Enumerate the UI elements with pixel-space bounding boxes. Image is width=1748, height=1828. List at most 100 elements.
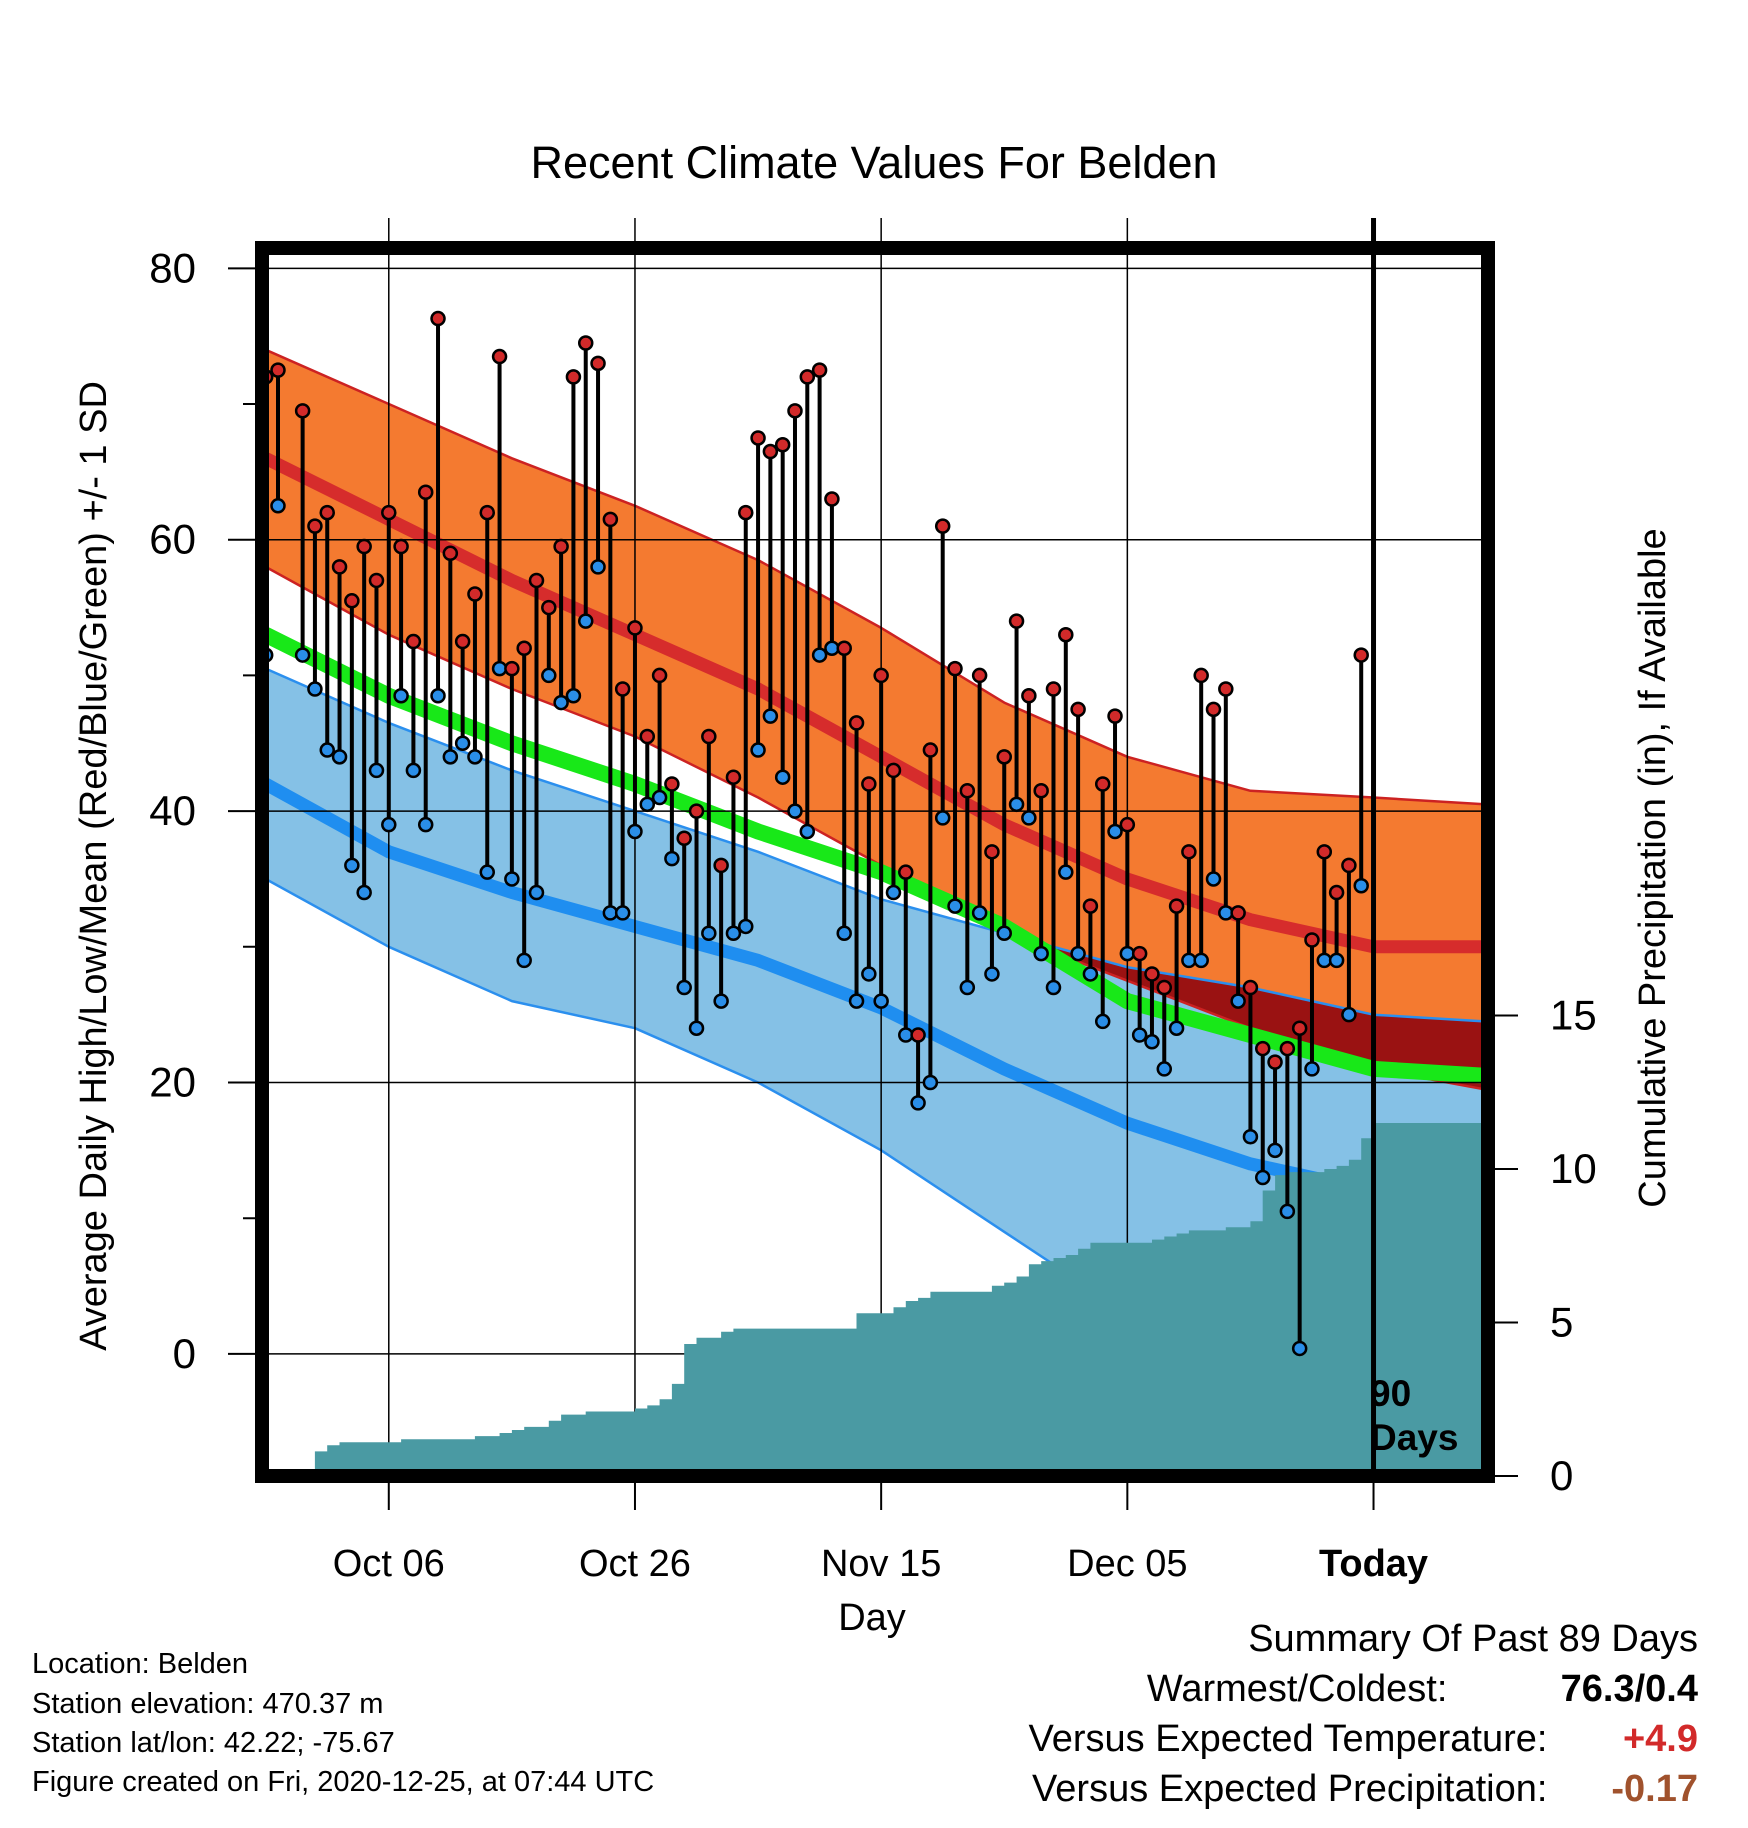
high-point: [934, 518, 951, 534]
high-point: [541, 599, 557, 616]
summary-temp-value: +4.9: [1622, 1718, 1698, 1760]
low-point: [676, 979, 692, 996]
high-point: [627, 620, 643, 636]
high-point: [959, 783, 976, 799]
high-point: [1291, 1020, 1308, 1036]
high-point: [1156, 979, 1173, 996]
high-point: [1045, 681, 1062, 697]
high-point: [1082, 898, 1099, 914]
high-point: [922, 742, 939, 758]
high-point: [1070, 701, 1086, 718]
low-point: [996, 925, 1012, 941]
low-point: [1279, 1203, 1296, 1220]
high-point: [504, 660, 520, 677]
high-point: [393, 538, 409, 555]
high-point: [270, 362, 286, 378]
high-point: [614, 681, 631, 697]
low-point: [1304, 1061, 1320, 1077]
low-point: [787, 803, 803, 819]
high-point: [307, 518, 323, 534]
high-point: [1230, 905, 1246, 921]
high-point: [750, 430, 766, 446]
low-point: [356, 884, 372, 901]
low-point: [1082, 966, 1099, 982]
y2-tick-label: 10: [1550, 1145, 1597, 1192]
high-point: [1341, 857, 1357, 874]
low-point: [614, 905, 631, 921]
high-point: [491, 348, 508, 365]
low-point: [627, 823, 643, 840]
high-point: [1021, 688, 1037, 704]
low-point: [565, 688, 582, 704]
low-point: [971, 905, 988, 921]
x-tick-label: Dec 05: [1067, 1543, 1187, 1585]
high-point: [996, 749, 1012, 765]
low-point: [516, 952, 532, 969]
low-point: [1144, 1034, 1160, 1050]
low-point: [504, 871, 520, 887]
high-point: [516, 640, 532, 657]
high-point: [910, 1027, 926, 1043]
high-point: [738, 504, 754, 521]
summary-precip-value: -0.17: [1611, 1768, 1698, 1810]
low-point: [491, 660, 508, 677]
low-point: [1353, 877, 1369, 894]
low-point: [861, 966, 877, 982]
x-axis-label: Day: [838, 1597, 906, 1639]
low-point: [664, 850, 680, 867]
low-point: [454, 735, 471, 752]
low-point: [602, 905, 619, 921]
high-point: [1168, 898, 1185, 914]
plot-border: [255, 241, 1495, 1483]
y-tick-label: 20: [149, 1058, 196, 1105]
y2-axis-label: Cumulative Precipitation (in), If Availa…: [1632, 528, 1674, 1207]
high-point: [1304, 932, 1320, 948]
low-point: [1119, 945, 1136, 962]
low-point: [922, 1074, 939, 1091]
low-point: [1181, 952, 1197, 969]
today-days-count: 90: [1370, 1373, 1411, 1414]
high-point: [1218, 681, 1234, 697]
y2-tick-label: 5: [1550, 1299, 1573, 1346]
high-point: [442, 545, 459, 562]
low-point: [331, 749, 348, 765]
low-point: [528, 884, 545, 901]
low-point: [1230, 993, 1246, 1009]
low-point: [1070, 945, 1086, 962]
high-point: [1328, 884, 1345, 901]
high-point: [1131, 945, 1148, 962]
high-point: [319, 504, 335, 521]
low-point: [1193, 952, 1209, 969]
high-point: [898, 864, 914, 880]
high-point: [577, 335, 594, 351]
high-point: [984, 844, 1000, 860]
low-point: [688, 1020, 705, 1036]
high-point: [639, 728, 656, 745]
high-point: [430, 310, 446, 327]
low-point: [824, 640, 840, 657]
high-point: [1193, 667, 1209, 684]
low-point: [381, 816, 397, 833]
x-tick-label: Today: [1319, 1543, 1428, 1585]
low-point: [319, 742, 335, 758]
low-point: [417, 816, 434, 833]
high-point: [1058, 626, 1074, 643]
high-point: [873, 667, 889, 684]
high-point: [1279, 1040, 1296, 1057]
low-point: [307, 681, 323, 697]
elevation-text: Station elevation: 470.37 m: [32, 1688, 384, 1720]
low-point: [885, 884, 902, 901]
summary-title: Summary Of Past 89 Days: [1248, 1618, 1698, 1660]
high-point: [294, 403, 311, 419]
plot-frame: [255, 218, 1495, 1483]
summary-warm-value: 76.3/0.4: [1560, 1668, 1698, 1710]
location-text: Location: Belden: [32, 1648, 249, 1680]
high-point: [811, 362, 828, 378]
low-point: [590, 559, 606, 575]
low-point: [750, 742, 766, 758]
high-point: [861, 776, 877, 792]
low-point: [984, 966, 1000, 982]
high-point: [553, 538, 569, 555]
x-tick-label: Oct 06: [333, 1543, 445, 1585]
created-text: Figure created on Fri, 2020-12-25, at 07…: [32, 1766, 655, 1798]
